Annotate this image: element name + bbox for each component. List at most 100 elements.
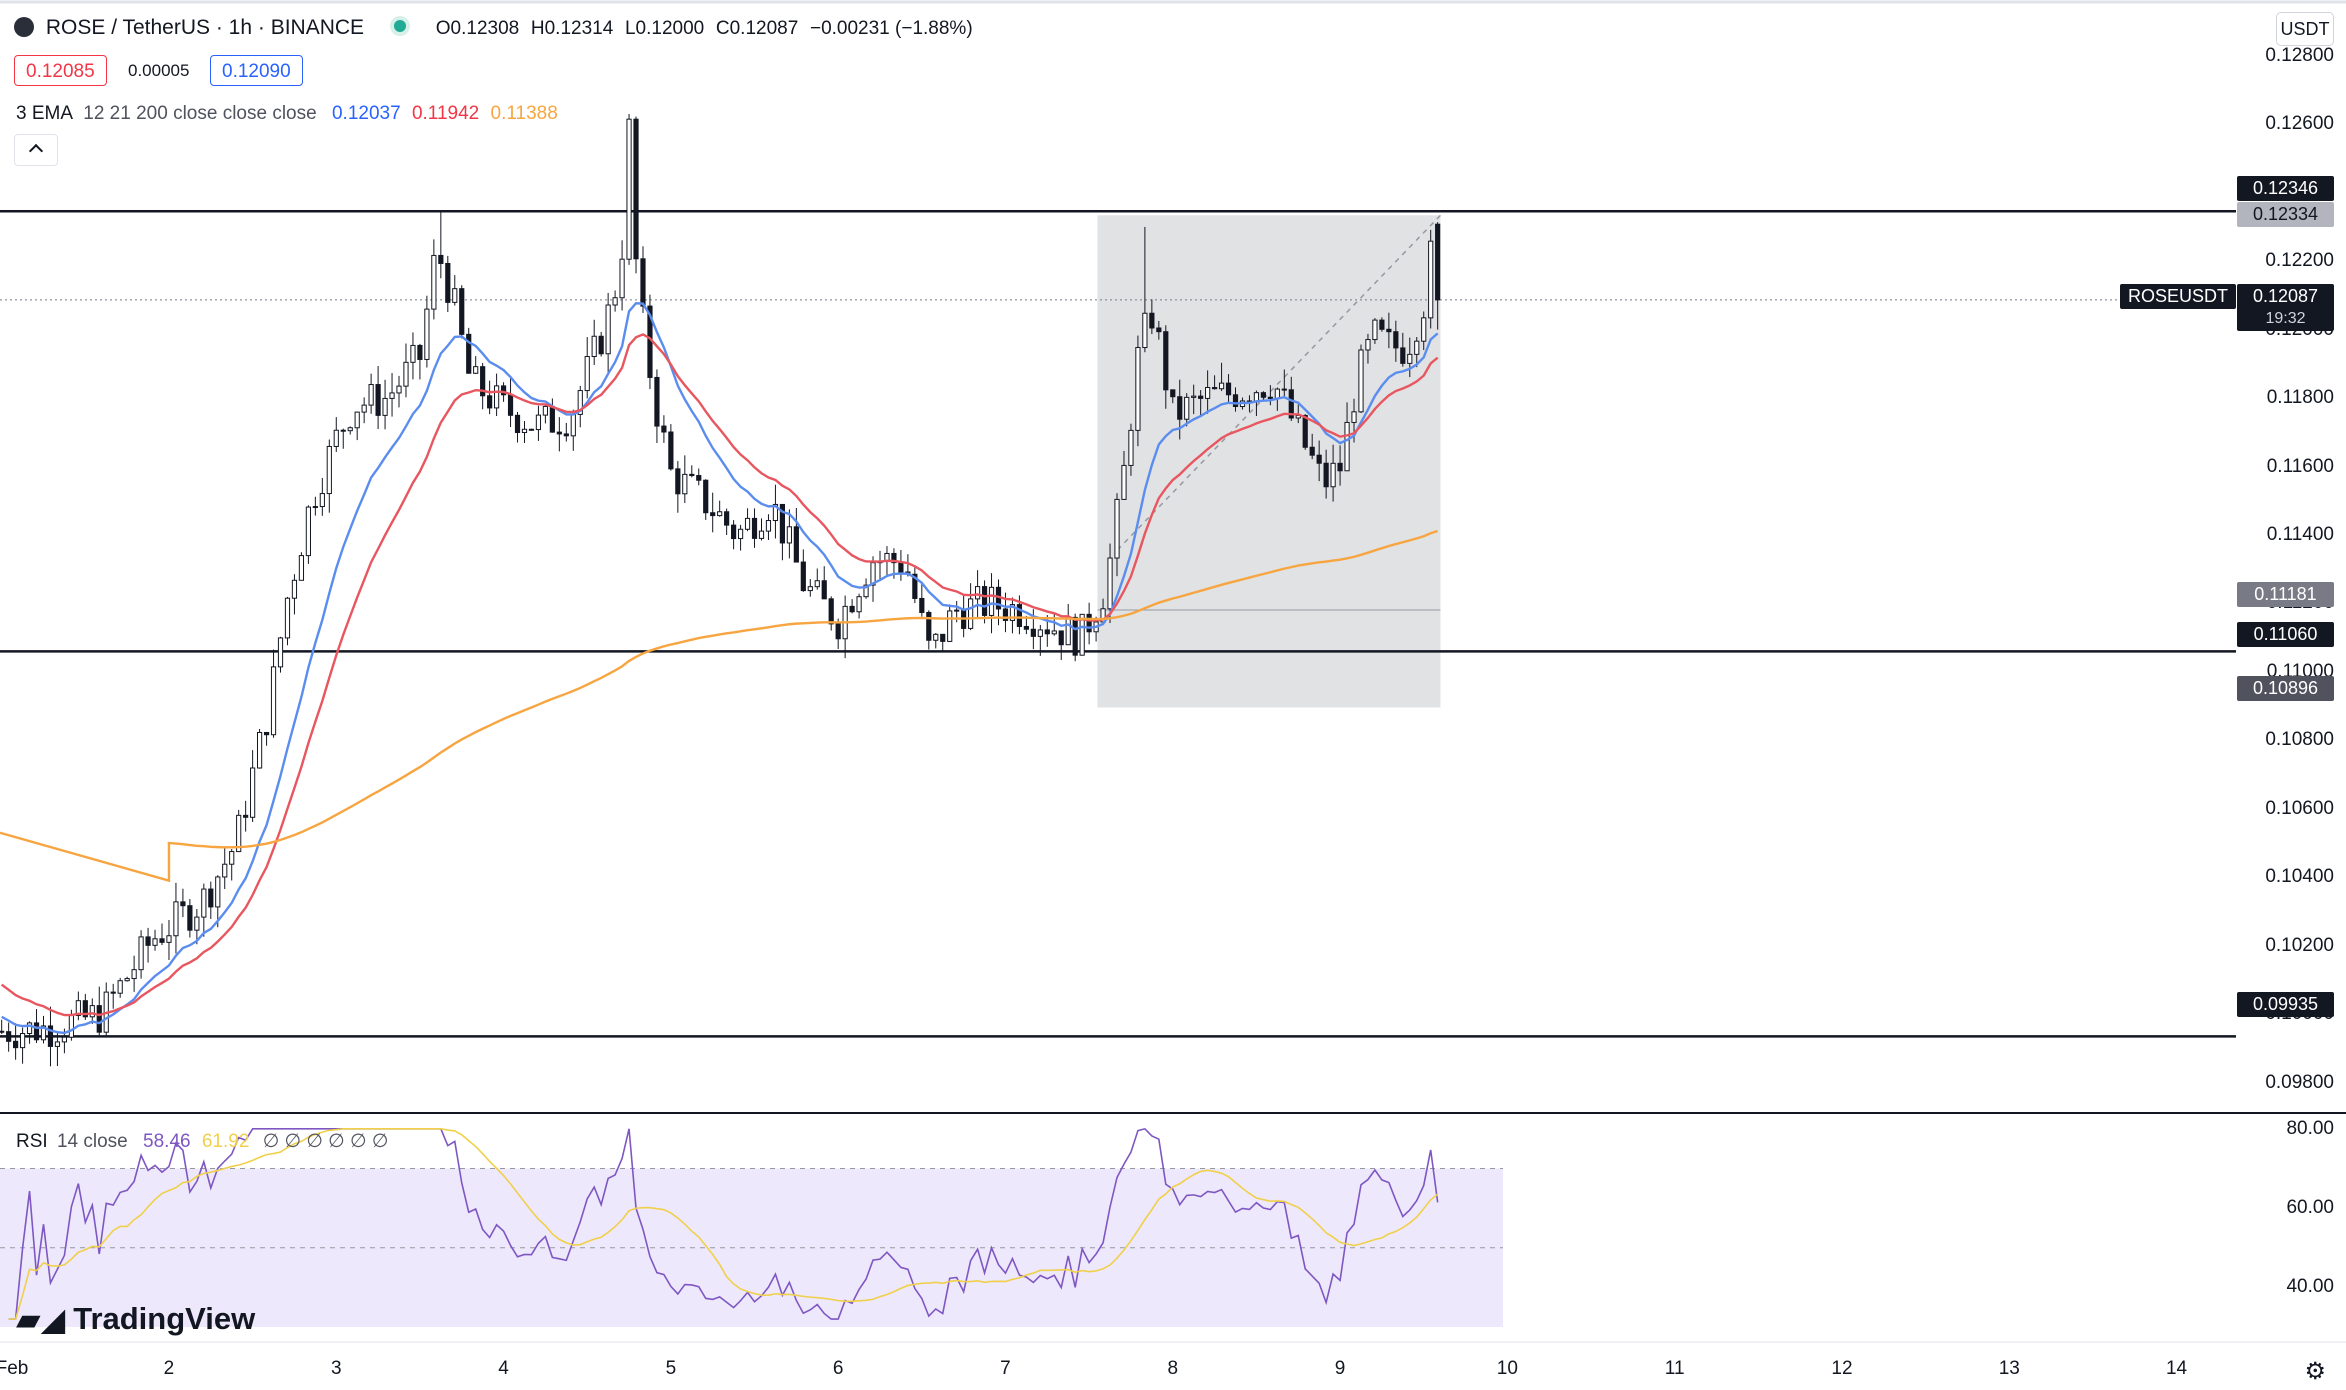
candle[interactable]: [1421, 317, 1427, 342]
position-box[interactable]: [1097, 215, 1441, 708]
candle[interactable]: [835, 623, 841, 640]
candle[interactable]: [1128, 429, 1134, 466]
candle[interactable]: [1372, 319, 1378, 341]
candle[interactable]: [33, 1022, 40, 1041]
candle[interactable]: [375, 384, 381, 416]
candle[interactable]: [0, 1030, 5, 1033]
candle[interactable]: [19, 1033, 26, 1049]
candle[interactable]: [1414, 340, 1420, 355]
candle[interactable]: [222, 863, 228, 878]
candle[interactable]: [1079, 613, 1085, 656]
candle[interactable]: [640, 258, 646, 307]
candle[interactable]: [305, 506, 311, 557]
candle[interactable]: [96, 1005, 102, 1033]
candle[interactable]: [521, 428, 528, 434]
candle[interactable]: [229, 851, 235, 865]
candle[interactable]: [940, 633, 946, 642]
candle[interactable]: [173, 901, 179, 937]
candle[interactable]: [1065, 616, 1071, 646]
candle[interactable]: [1316, 454, 1322, 464]
candle[interactable]: [661, 425, 667, 433]
candle[interactable]: [340, 429, 346, 432]
candle[interactable]: [1142, 312, 1148, 349]
candle[interactable]: [1337, 462, 1343, 472]
candle[interactable]: [947, 610, 953, 642]
candle[interactable]: [75, 1000, 81, 1016]
candle[interactable]: [403, 361, 409, 387]
candle[interactable]: [675, 468, 681, 495]
candle[interactable]: [82, 1000, 88, 1018]
sell-button[interactable]: 0.12085: [14, 55, 107, 86]
candle[interactable]: [124, 978, 130, 982]
candle[interactable]: [933, 633, 939, 641]
candle[interactable]: [772, 503, 779, 522]
candle[interactable]: [598, 335, 604, 355]
candle[interactable]: [1205, 387, 1211, 399]
candle[interactable]: [563, 433, 569, 437]
candle[interactable]: [480, 366, 486, 397]
candle[interactable]: [1393, 331, 1399, 349]
candle[interactable]: [1114, 498, 1120, 559]
candle[interactable]: [312, 506, 318, 509]
candle[interactable]: [731, 524, 737, 540]
candle[interactable]: [6, 1031, 12, 1042]
candle[interactable]: [514, 414, 521, 434]
candle[interactable]: [466, 333, 472, 374]
candle[interactable]: [1149, 312, 1155, 329]
candle[interactable]: [277, 637, 284, 668]
candle[interactable]: [1086, 613, 1092, 633]
candle[interactable]: [1225, 382, 1232, 396]
candle[interactable]: [1107, 557, 1113, 610]
candle[interactable]: [584, 356, 590, 392]
candle[interactable]: [159, 938, 165, 943]
candle[interactable]: [696, 475, 702, 481]
candle[interactable]: [1211, 387, 1218, 390]
candle[interactable]: [1218, 382, 1225, 390]
candle[interactable]: [717, 511, 723, 517]
candle[interactable]: [291, 579, 298, 599]
candle[interactable]: [431, 254, 437, 310]
candle[interactable]: [1267, 396, 1273, 399]
candle[interactable]: [1274, 388, 1280, 399]
candle[interactable]: [187, 905, 193, 931]
candle[interactable]: [1260, 392, 1266, 398]
candle[interactable]: [319, 493, 325, 508]
candle[interactable]: [500, 385, 507, 396]
candle[interactable]: [1288, 389, 1294, 419]
settings-gear-icon[interactable]: ⚙: [2304, 1358, 2326, 1385]
candle[interactable]: [710, 512, 716, 517]
candle[interactable]: [1184, 396, 1190, 420]
ema12-line[interactable]: [1, 302, 1439, 1035]
candle[interactable]: [1281, 388, 1287, 391]
candle[interactable]: [786, 526, 792, 544]
collapse-legend-button[interactable]: [14, 134, 58, 166]
candle[interactable]: [577, 390, 583, 415]
candle[interactable]: [1379, 319, 1385, 330]
candle[interactable]: [89, 1005, 95, 1018]
candle[interactable]: [368, 384, 374, 406]
buy-button[interactable]: 0.12090: [210, 55, 303, 86]
candle[interactable]: [793, 526, 799, 563]
candle[interactable]: [542, 405, 548, 416]
candle[interactable]: [215, 876, 221, 908]
candle[interactable]: [445, 262, 451, 303]
candle[interactable]: [1386, 328, 1392, 333]
candle[interactable]: [194, 916, 200, 931]
candle[interactable]: [549, 405, 555, 433]
candle[interactable]: [974, 586, 981, 600]
symbol-title[interactable]: ROSE / TetherUS · 1h · BINANCE: [45, 16, 365, 39]
candle[interactable]: [494, 385, 500, 409]
candle[interactable]: [1009, 604, 1016, 621]
candle[interactable]: [1365, 339, 1371, 351]
candle[interactable]: [898, 562, 904, 573]
candle[interactable]: [410, 344, 416, 363]
candle[interactable]: [1435, 223, 1441, 301]
candle[interactable]: [131, 969, 137, 980]
candle[interactable]: [1072, 616, 1078, 656]
candle[interactable]: [54, 1041, 61, 1047]
candle[interactable]: [208, 888, 214, 908]
candle[interactable]: [689, 473, 695, 477]
candle[interactable]: [779, 503, 786, 544]
candle[interactable]: [250, 767, 256, 818]
